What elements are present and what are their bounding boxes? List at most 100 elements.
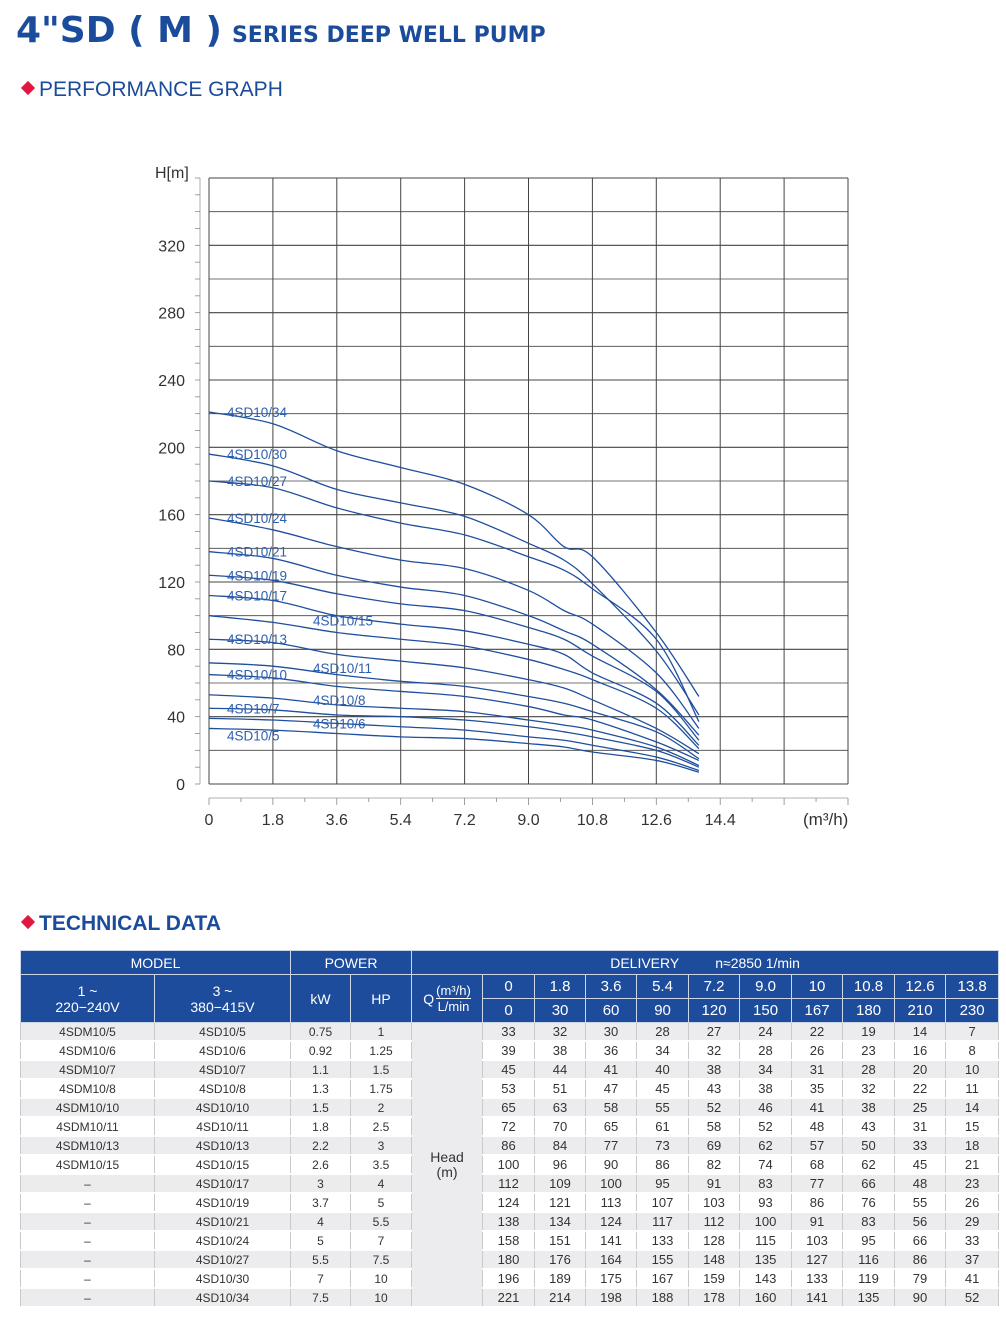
head-value: 20 bbox=[894, 1060, 947, 1080]
head-value: 61 bbox=[636, 1117, 690, 1137]
head-value: 189 bbox=[534, 1269, 587, 1289]
head-value: 51 bbox=[534, 1079, 587, 1099]
flow-m3h-header: 10.8 bbox=[842, 974, 896, 999]
head-value: 159 bbox=[688, 1269, 741, 1289]
head-value: 33 bbox=[894, 1136, 947, 1156]
head-value: 221 bbox=[482, 1288, 536, 1308]
curve-label: 4SD10/8 bbox=[313, 693, 366, 708]
head-value: 40 bbox=[636, 1060, 690, 1080]
head-value: 141 bbox=[791, 1288, 844, 1308]
single-phase-model: 4SDM10/6 bbox=[20, 1041, 155, 1061]
flow-m3h-header: 0 bbox=[482, 974, 536, 999]
x-tick-label: 3.6 bbox=[326, 812, 348, 829]
head-value: 29 bbox=[945, 1212, 1000, 1232]
flow-m3h-header: 1.8 bbox=[534, 974, 587, 999]
flow-lmin-header: 210 bbox=[894, 998, 947, 1023]
three-phase-model: 4SD10/8 bbox=[153, 1079, 292, 1099]
head-value: 37 bbox=[945, 1250, 1000, 1270]
curve-4SD10-21 bbox=[208, 551, 700, 736]
head-value: 91 bbox=[791, 1212, 844, 1232]
performance-chart: 0 40 80 120 160 200 240 280 320 0 1.8 3.6 5.4 7.2 9.0 1… bbox=[155, 165, 849, 829]
head-value: 41 bbox=[585, 1060, 638, 1080]
single-phase-model: – bbox=[20, 1231, 155, 1251]
power-kw: 1.5 bbox=[290, 1098, 352, 1118]
head-value: 45 bbox=[894, 1155, 947, 1175]
single-phase-model: 4SDM10/5 bbox=[20, 1022, 155, 1042]
curve-4SD10-5 bbox=[208, 727, 700, 773]
power-kw: 3 bbox=[290, 1174, 352, 1194]
y-axis-label: H[m] bbox=[155, 165, 189, 182]
power-kw: 1.3 bbox=[290, 1079, 352, 1099]
head-value: 14 bbox=[894, 1022, 947, 1042]
power-kw: 3.7 bbox=[290, 1193, 352, 1213]
table-row: 4SDM10/10 4SD10/10 1.5 2 65 63 58 55 52 46 41 38 25 1… bbox=[20, 1098, 1000, 1118]
power-hp: 1 bbox=[350, 1022, 413, 1042]
power-kw: 0.75 bbox=[290, 1022, 352, 1042]
table-row: –4SD10/19 3.7 5 124 121 113 107 103 93 86 76 55 26 bbox=[20, 1193, 1000, 1213]
head-value: 15 bbox=[945, 1117, 1000, 1137]
power-hp: 2.5 bbox=[350, 1117, 413, 1137]
head-value: 62 bbox=[842, 1155, 896, 1175]
power-kw: 2.6 bbox=[290, 1155, 352, 1175]
head-value: 44 bbox=[534, 1060, 587, 1080]
three-phase-model: 4SD10/34 bbox=[153, 1288, 292, 1308]
performance-heading: PERFORMANCE GRAPH bbox=[20, 78, 283, 102]
flow-lmin-header: 167 bbox=[791, 998, 844, 1023]
head-value: 82 bbox=[688, 1155, 741, 1175]
head-value: 141 bbox=[585, 1231, 638, 1251]
header-single-phase: 1 ~220−240V bbox=[20, 974, 155, 1023]
head-value: 70 bbox=[534, 1117, 587, 1137]
head-value: 175 bbox=[585, 1269, 638, 1289]
power-kw: 7 bbox=[290, 1269, 352, 1289]
head-value: 100 bbox=[739, 1212, 793, 1232]
head-value: 65 bbox=[482, 1098, 536, 1118]
single-phase-model: 4SDM10/7 bbox=[20, 1060, 155, 1080]
flow-m3h-header: 7.2 bbox=[688, 974, 741, 999]
head-label: Head (m) bbox=[411, 1022, 484, 1308]
head-value: 63 bbox=[534, 1098, 587, 1118]
head-label-text: Head bbox=[430, 1148, 464, 1165]
head-value: 58 bbox=[585, 1098, 638, 1118]
head-value: 158 bbox=[482, 1231, 536, 1251]
head-value: 77 bbox=[791, 1174, 844, 1194]
header-kw: kW bbox=[290, 974, 352, 1023]
curve-4SD10-15 bbox=[208, 615, 700, 750]
performance-heading-text: PERFORMANCE GRAPH bbox=[39, 78, 283, 101]
head-value: 65 bbox=[585, 1117, 638, 1137]
curve-4SD10-24 bbox=[208, 517, 700, 729]
head-value: 38 bbox=[534, 1041, 587, 1061]
three-phase-model: 4SD10/6 bbox=[153, 1041, 292, 1061]
curve-4SD10-13 bbox=[208, 638, 700, 755]
head-value: 214 bbox=[534, 1288, 587, 1308]
single-phase-model: – bbox=[20, 1269, 155, 1289]
head-value: 76 bbox=[842, 1193, 896, 1213]
head-value: 198 bbox=[585, 1288, 638, 1308]
head-value: 84 bbox=[534, 1136, 587, 1156]
y-tick-label: 280 bbox=[158, 306, 185, 323]
head-value: 180 bbox=[482, 1250, 536, 1270]
three-phase-model: 4SD10/7 bbox=[153, 1060, 292, 1080]
curve-4SD10-30 bbox=[208, 453, 700, 716]
head-value: 133 bbox=[636, 1231, 690, 1251]
curve-label: 4SD10/5 bbox=[227, 728, 280, 743]
head-value: 86 bbox=[894, 1250, 947, 1270]
head-value: 46 bbox=[739, 1098, 793, 1118]
curve-4SD10-7 bbox=[208, 707, 700, 768]
head-label-unit: (m) bbox=[436, 1163, 458, 1180]
table-row: 4SDM10/13 4SD10/13 2.2 3 86 84 77 73 69 62 57 50 33 1… bbox=[20, 1136, 1000, 1156]
power-kw: 2.2 bbox=[290, 1136, 352, 1156]
head-value: 43 bbox=[842, 1117, 896, 1137]
delivery-label: DELIVERY bbox=[610, 954, 680, 971]
head-value: 188 bbox=[636, 1288, 690, 1308]
three-phase-model: 4SD10/5 bbox=[153, 1022, 292, 1042]
three-phase-model: 4SD10/10 bbox=[153, 1098, 292, 1118]
head-value: 53 bbox=[482, 1079, 536, 1099]
head-value: 95 bbox=[842, 1231, 896, 1251]
curve-label: 4SD10/34 bbox=[227, 405, 288, 420]
head-value: 100 bbox=[585, 1174, 638, 1194]
power-kw: 5.5 bbox=[290, 1250, 352, 1270]
head-value: 23 bbox=[945, 1174, 1000, 1194]
table-row: 4SDM10/6 4SD10/6 0.92 1.25 39 38 36 34 32 28 26 23 1… bbox=[20, 1041, 1000, 1061]
head-value: 38 bbox=[688, 1060, 741, 1080]
head-value: 26 bbox=[945, 1193, 1000, 1213]
